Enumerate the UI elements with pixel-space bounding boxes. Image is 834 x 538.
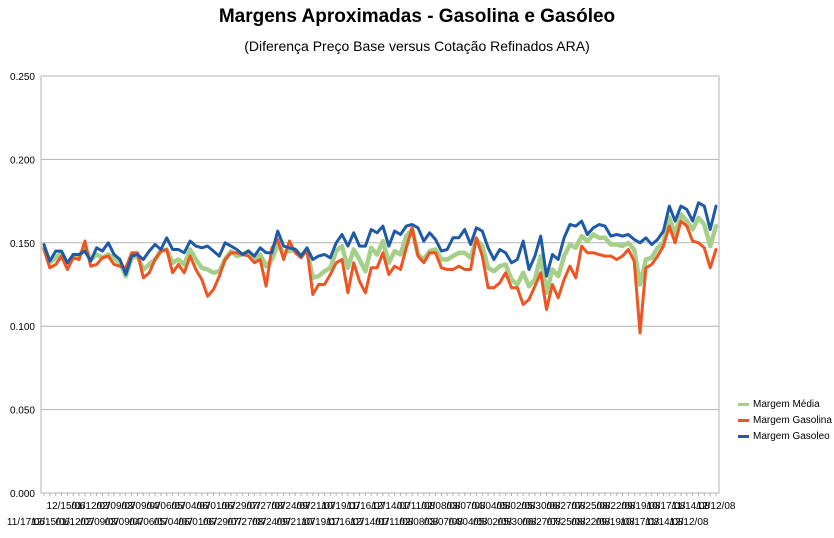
x-tick-label: 08/22/08	[571, 517, 610, 528]
chart-title: Margens Aproximadas - Gasolina e Gasóleo	[218, 6, 616, 27]
series-lines	[41, 201, 719, 335]
x-tick-label: 12/14/07	[350, 517, 389, 528]
x-tick-label: 12/15/06	[47, 501, 86, 512]
x-tick-label: 01/11/08	[397, 501, 436, 512]
x-tick-label: 11/14/08	[672, 501, 711, 512]
series-line-margem-m-dia	[41, 212, 719, 296]
x-tick-label: 07/27/07	[247, 501, 286, 512]
x-tick-label: 09/19/08	[596, 517, 635, 528]
x-tick-label: 04/06/07	[129, 517, 168, 528]
x-tick-label: 07/27/07	[228, 517, 267, 528]
legend-swatch	[738, 402, 749, 406]
x-tick-label: 01/12/07	[72, 501, 111, 512]
legend-swatch	[738, 418, 749, 422]
y-tick-label: 0.250	[10, 72, 35, 83]
x-tick-label: 12/12/08	[697, 501, 736, 512]
x-tick-label: 09/19/08	[622, 501, 661, 512]
x-tick-label: 06/01/07	[178, 517, 217, 528]
x-tick-label: 01/12/07	[56, 517, 95, 528]
x-tick-label: 01/11/08	[375, 517, 414, 528]
x-tick-label: 03/07/08	[424, 517, 463, 528]
legend: Margem Média Margem Gasolina Margem Gaso…	[738, 396, 832, 444]
y-tick-label: 0.200	[10, 155, 35, 166]
x-tick-label: 05/02/08	[497, 501, 536, 512]
legend-swatch	[738, 434, 749, 438]
x-tick-label: 10/19/07	[301, 517, 340, 528]
legend-label: Margem Média	[753, 398, 820, 410]
x-tick-label: 08/22/08	[597, 501, 636, 512]
x-tick-label: 02/08/08	[399, 517, 438, 528]
x-tick-label: 11/14/08	[645, 517, 684, 528]
x-tick-label: 03/09/07	[105, 517, 144, 528]
x-tick-label: 05/04/07	[154, 517, 193, 528]
x-tick-label: 06/27/08	[547, 501, 586, 512]
x-tick-label: 11/17/06	[7, 517, 46, 528]
legend-label: Margem Gasolina	[753, 414, 832, 426]
x-tick-label: 06/29/07	[203, 517, 242, 528]
legend-item-margem-gasolina: Margem Gasolina	[738, 412, 832, 428]
legend-label: Margem Gasoleo	[753, 430, 830, 442]
chart-subtitle: (Diferença Preço Base versus Cotação Ref…	[244, 38, 590, 54]
x-tick-label: 02/09/07	[80, 517, 119, 528]
x-tick-label: 08/24/07	[252, 517, 291, 528]
x-tick-label: 12/12/08	[670, 517, 709, 528]
x-tick-label: 03/09/07	[122, 501, 161, 512]
x-tick-label: 08/24/07	[272, 501, 311, 512]
legend-item-margem-media: Margem Média	[738, 396, 832, 412]
x-tick-label: 05/02/08	[473, 517, 512, 528]
x-tick-label: 10/19/07	[322, 501, 361, 512]
x-tick-labels: 12/15/0601/12/0702/09/0703/09/0704/06/07…	[7, 501, 736, 528]
gridlines	[41, 75, 719, 494]
y-tick-label: 0.000	[10, 489, 35, 500]
x-tick-label: 03/07/08	[447, 501, 486, 512]
y-tick-label: 0.050	[10, 406, 35, 417]
x-tick-label: 05/04/07	[172, 501, 211, 512]
legend-item-margem-gasoleo: Margem Gasoleo	[738, 428, 832, 444]
series-line-margem-gasolina	[42, 219, 718, 335]
x-tick-label: 12/15/06	[31, 517, 70, 528]
y-tick-labels: 0.000 0.050 0.100 0.150 0.200 0.250	[10, 72, 35, 500]
x-tick-label: 07/25/08	[572, 501, 611, 512]
x-tick-label: 12/14/07	[372, 501, 411, 512]
x-tick-label: 11/16/07	[326, 517, 365, 528]
x-tick-label: 09/21/07	[297, 501, 336, 512]
x-tick-label: 04/04/08	[472, 501, 511, 512]
series-line-margem-gasoleo	[42, 201, 718, 278]
y-tick-label: 0.100	[10, 322, 35, 333]
x-tick-label: 10/17/08	[647, 501, 686, 512]
x-tick-label: 10/17/08	[620, 517, 659, 528]
x-tick-label: 06/01/07	[197, 501, 236, 512]
x-tick-label: 02/09/07	[97, 501, 136, 512]
x-tick-label: 06/29/07	[222, 501, 261, 512]
x-tick-label: 05/30/08	[498, 517, 537, 528]
y-tick-label: 0.150	[10, 239, 35, 250]
x-tick-label: 06/27/08	[522, 517, 561, 528]
x-tick-label: 04/04/08	[449, 517, 488, 528]
x-tick-label: 05/30/08	[522, 501, 561, 512]
x-tick-label: 11/16/07	[347, 501, 386, 512]
x-tick-label: 09/21/07	[277, 517, 316, 528]
x-tick-label: 02/08/08	[422, 501, 461, 512]
x-tick-label: 04/06/07	[147, 501, 186, 512]
x-tick-label: 07/25/08	[547, 517, 586, 528]
axes	[40, 76, 720, 496]
